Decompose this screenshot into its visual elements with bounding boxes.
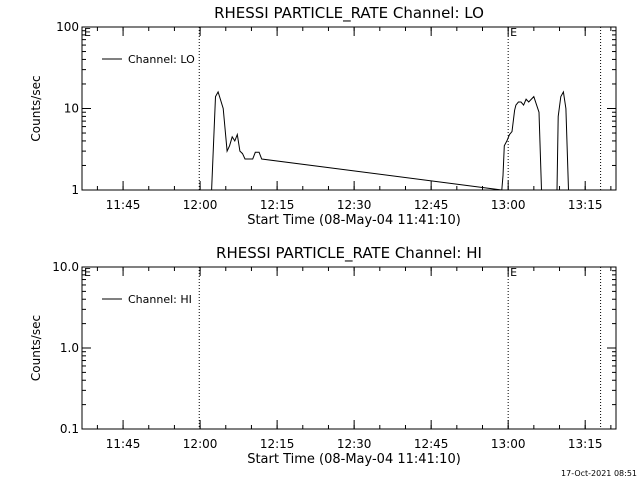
y-axis-label: Counts/sec (29, 315, 43, 381)
x-tick-label: 12:45 (414, 437, 449, 451)
y-tick-label: 10.0 (52, 260, 79, 274)
x-tick-label: 11:45 (106, 437, 141, 451)
event-marker-label: E (510, 26, 517, 39)
x-tick-label: 13:15 (568, 437, 603, 451)
plot-frame (81, 266, 617, 430)
y-tick-label: 1 (71, 183, 79, 197)
y-tick-label: 10 (64, 102, 79, 116)
plot-timestamp: 17-Oct-2021 08:51 (561, 469, 637, 478)
x-tick-label: 12:00 (183, 437, 218, 451)
legend-label: Channel: HI (128, 293, 192, 306)
series-line (200, 90, 574, 190)
x-tick-label: 12:00 (183, 198, 218, 212)
x-axis-label: Start Time (08-May-04 11:41:10) (247, 452, 461, 467)
event-marker-label: E (510, 266, 517, 279)
x-tick-label: 12:15 (260, 198, 295, 212)
x-tick-label: 13:15 (568, 198, 603, 212)
x-tick-label: 12:30 (337, 437, 372, 451)
x-tick-label: 13:00 (491, 437, 526, 451)
y-tick-label: 1.0 (60, 341, 79, 355)
y-tick-label: 100 (56, 20, 79, 34)
y-tick-label: 0.1 (60, 422, 79, 436)
event-marker-label: E (84, 26, 91, 39)
chart-title: RHESSI PARTICLE_RATE Channel: LO (214, 4, 484, 23)
x-tick-label: 12:30 (337, 198, 372, 212)
legend-label: Channel: LO (128, 53, 195, 66)
x-tick-label: 11:45 (106, 198, 141, 212)
chart-title: RHESSI PARTICLE_RATE Channel: HI (216, 244, 482, 263)
y-axis-label: Counts/sec (29, 75, 43, 141)
event-marker-label: E (84, 266, 91, 279)
plot-frame (81, 26, 617, 191)
x-axis-label: Start Time (08-May-04 11:41:10) (247, 213, 461, 228)
x-tick-label: 12:15 (260, 437, 295, 451)
x-tick-label: 13:00 (491, 198, 526, 212)
x-tick-label: 12:45 (414, 198, 449, 212)
